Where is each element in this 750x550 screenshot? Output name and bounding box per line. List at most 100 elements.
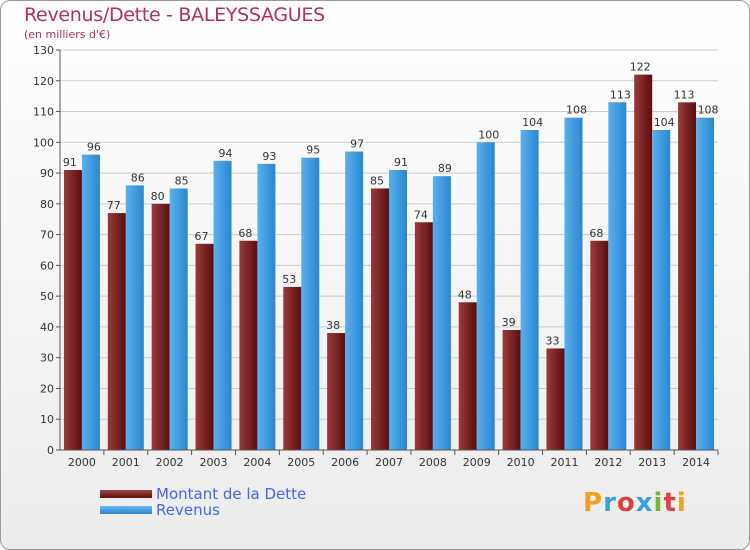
revenue-bar — [696, 117, 715, 450]
data-label: 100 — [478, 128, 499, 141]
legend-swatch-revenue — [100, 506, 152, 514]
debt-bar — [283, 286, 302, 450]
data-label: 113 — [610, 88, 631, 101]
x-tick-label: 2000 — [68, 456, 96, 469]
x-tick-label: 2003 — [200, 456, 228, 469]
y-tick-label: 50 — [40, 290, 54, 303]
y-tick-label: 120 — [33, 75, 54, 88]
y-tick-label: 0 — [47, 444, 54, 457]
y-tick-label: 110 — [33, 106, 54, 119]
data-label: 77 — [107, 199, 121, 212]
x-tick-label: 2011 — [550, 456, 578, 469]
data-labels: 91 96 77 86 80 85 67 94 68 93 53 95 38 97 85 91 74 89 48 10… — [63, 61, 719, 348]
revenue-bar — [520, 130, 539, 450]
y-tick-label: 60 — [40, 259, 54, 272]
debt-bar — [502, 330, 521, 450]
data-label: 68 — [589, 227, 603, 240]
debt-bar — [107, 213, 126, 450]
data-label: 104 — [522, 116, 543, 129]
revenue-bar — [257, 163, 276, 450]
x-tick-label: 2007 — [375, 456, 403, 469]
debt-bar — [151, 203, 170, 450]
chart-title: Revenus/Dette - BALEYSSAGUES — [24, 4, 325, 26]
debt-bar — [63, 170, 82, 450]
debt-bar — [195, 243, 214, 450]
logo-letter: i — [653, 488, 664, 518]
data-label: 122 — [630, 61, 651, 74]
data-label: 39 — [502, 316, 516, 329]
revenue-bar — [125, 185, 144, 450]
data-label: 48 — [458, 288, 472, 301]
data-label: 68 — [238, 227, 252, 240]
data-label: 74 — [414, 208, 428, 221]
data-label: 96 — [87, 141, 101, 154]
revenue-bar — [476, 142, 495, 451]
data-label: 89 — [438, 162, 452, 175]
data-label: 108 — [698, 104, 719, 117]
y-tick-label: 30 — [40, 352, 54, 365]
logo-letter: i — [676, 488, 687, 518]
axes: 0 10 20 30 40 50 60 70 80 90 100 110 120 130 2000 2001 2… — [33, 44, 719, 469]
revenue-bar — [608, 102, 627, 451]
data-label: 97 — [350, 138, 364, 151]
revenue-bar — [389, 170, 407, 450]
debt-bar — [590, 240, 609, 450]
debt-bar — [371, 188, 389, 450]
revenue-bar — [301, 157, 320, 450]
data-label: 33 — [545, 334, 559, 347]
data-label: 104 — [654, 116, 675, 129]
y-tick-label: 90 — [40, 167, 54, 180]
logo-letter: P — [583, 488, 604, 518]
data-label: 80 — [151, 190, 165, 203]
logo-letter: r — [603, 488, 617, 518]
debt-bar — [414, 222, 433, 450]
x-tick-label: 2008 — [419, 456, 447, 469]
proxiti-logo: Proxiti — [583, 488, 687, 518]
x-tick-label: 2009 — [463, 456, 491, 469]
data-label: 93 — [262, 150, 276, 163]
logo-letter: o — [616, 488, 636, 518]
data-label: 85 — [370, 174, 384, 187]
logo-letter: t — [663, 488, 677, 518]
x-tick-label: 2012 — [594, 456, 622, 469]
y-tick-label: 80 — [40, 198, 54, 211]
x-tick-label: 2004 — [243, 456, 271, 469]
y-tick-label: 40 — [40, 321, 54, 334]
legend-label-revenue: Revenus — [156, 501, 220, 519]
data-label: 108 — [566, 104, 587, 117]
data-label: 91 — [394, 156, 408, 169]
debt-bar — [239, 240, 258, 450]
data-label: 113 — [674, 88, 695, 101]
x-tick-label: 2005 — [287, 456, 315, 469]
debt-bar — [634, 74, 653, 450]
debt-bar — [458, 302, 477, 450]
y-tick-label: 130 — [33, 44, 54, 57]
data-label: 91 — [63, 156, 77, 169]
data-label: 38 — [326, 319, 340, 332]
x-tick-label: 2006 — [331, 456, 359, 469]
y-tick-label: 20 — [40, 382, 54, 395]
revenue-bar — [432, 176, 451, 450]
revenue-bar — [213, 160, 232, 450]
debt-bar — [327, 333, 346, 450]
data-label: 86 — [131, 171, 145, 184]
y-tick-label: 70 — [40, 229, 54, 242]
chart-subtitle: (en milliers d'€) — [24, 28, 111, 41]
data-label: 67 — [195, 230, 209, 243]
x-tick-label: 2002 — [156, 456, 184, 469]
debt-bar — [546, 348, 565, 450]
revenue-bar — [81, 154, 100, 450]
legend-swatch-debt — [100, 490, 152, 498]
data-label: 95 — [306, 144, 320, 157]
bars — [63, 74, 715, 451]
logo-letter: x — [635, 488, 654, 518]
data-label: 94 — [219, 147, 233, 160]
y-tick-label: 100 — [33, 136, 54, 149]
debt-bar — [678, 102, 697, 451]
data-label: 53 — [282, 273, 296, 286]
revenue-bar — [169, 188, 188, 450]
revenue-bar — [652, 130, 671, 450]
x-tick-label: 2010 — [507, 456, 535, 469]
y-tick-label: 10 — [40, 413, 54, 426]
